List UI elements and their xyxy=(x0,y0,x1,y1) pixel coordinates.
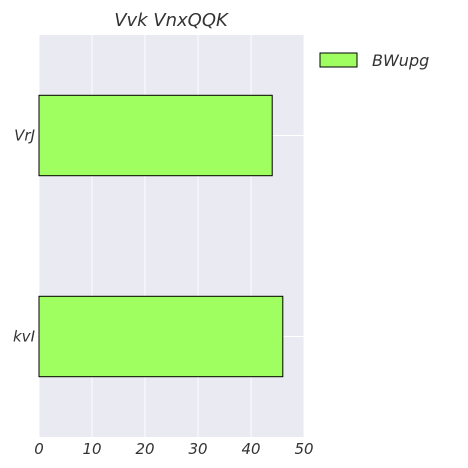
chart-title: Vvk VnxQQK xyxy=(114,10,229,31)
bar-VrJ xyxy=(38,94,273,177)
x-tick-label: 20 xyxy=(135,440,154,458)
y-tick-label: kvI xyxy=(13,328,36,346)
bars xyxy=(38,94,284,378)
legend-label: BWupg xyxy=(372,51,429,70)
y-tick-labels: VrJ kvI xyxy=(13,127,36,346)
x-tick-labels: 0 10 20 30 40 50 xyxy=(34,440,313,458)
legend: BWupg xyxy=(319,51,429,70)
x-tick-label: 50 xyxy=(294,440,313,458)
y-tick-label: VrJ xyxy=(14,127,35,145)
x-tick-label: 0 xyxy=(34,440,44,458)
x-tick-label: 40 xyxy=(241,440,260,458)
bar-kvI xyxy=(38,295,284,378)
legend-swatch xyxy=(319,52,358,68)
x-tick-label: 10 xyxy=(82,440,101,458)
x-tick-label: 30 xyxy=(188,440,207,458)
